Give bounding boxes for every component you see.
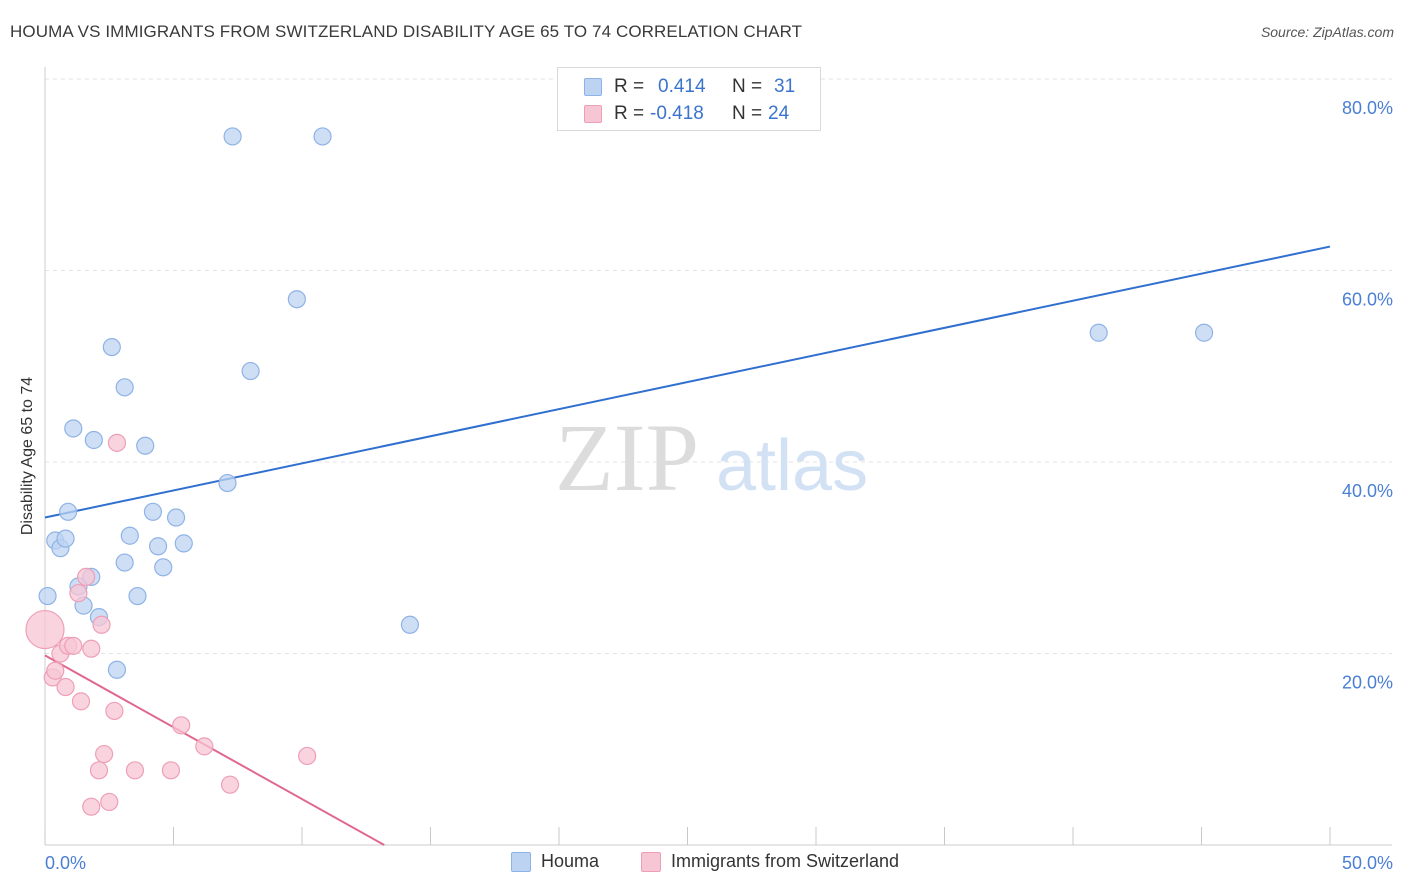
legend-r-label: R =	[614, 103, 645, 124]
x-tick-label: 0.0%	[45, 853, 86, 873]
point-houma	[136, 436, 155, 455]
series-legend-swiss: Immigrants from Switzerland	[641, 851, 899, 872]
legend-swatch-swiss	[584, 105, 602, 123]
point-houma	[218, 473, 237, 493]
point-swiss	[95, 744, 114, 764]
point-houma	[241, 361, 260, 381]
point-houma	[287, 290, 306, 309]
x-tick-label: 50.0%	[1342, 853, 1393, 873]
point-houma	[115, 378, 134, 397]
point-houma	[143, 502, 163, 521]
legend-row-swiss: R = -0.418 N = 24	[584, 102, 789, 126]
point-swiss	[107, 433, 127, 452]
legend-n-value: 31	[774, 76, 796, 97]
trend-line-swiss	[44, 654, 385, 846]
source-label: Source: ZipAtlas.com	[1260, 24, 1394, 40]
point-houma	[102, 338, 121, 357]
y-tick-label: 20.0%	[1342, 673, 1393, 693]
point-houma	[64, 419, 83, 438]
point-swiss	[195, 737, 214, 756]
point-swiss	[69, 584, 88, 603]
point-swiss	[161, 761, 181, 780]
point-houma	[128, 586, 147, 606]
trend-line-houma	[44, 245, 1331, 519]
point-houma	[313, 127, 332, 146]
legend-row-houma: R = 0.414 N = 31	[584, 75, 795, 99]
chart-title: HOUMA VS IMMIGRANTS FROM SWITZERLAND DIS…	[10, 22, 803, 41]
point-swiss	[25, 609, 65, 650]
point-houma	[56, 529, 75, 548]
point-houma	[166, 508, 186, 527]
axes	[44, 67, 1392, 846]
legend-r-value: 0.414	[658, 76, 706, 97]
y-axis-label: Disability Age 65 to 74	[19, 377, 36, 535]
point-houma	[400, 615, 420, 634]
legend-n-value: 24	[768, 103, 790, 124]
watermark-atlas: atlas	[716, 426, 868, 506]
series-swatch-swiss	[641, 851, 661, 872]
series-swatch-houma	[511, 851, 531, 872]
point-houma	[154, 558, 173, 577]
point-swiss	[89, 761, 109, 780]
point-swiss	[56, 677, 75, 697]
point-houma	[84, 430, 103, 450]
legend-r-value: -0.418	[650, 103, 704, 124]
point-swiss	[220, 775, 240, 794]
point-swiss	[82, 639, 101, 658]
series-label-swiss: Immigrants from Switzerland	[671, 851, 900, 871]
point-houma	[115, 553, 134, 572]
stats-legend: R = 0.414 N = 31 R = -0.418 N = 24	[557, 67, 821, 131]
watermark: ZIP atlas	[555, 404, 868, 511]
point-houma	[107, 660, 127, 679]
series-label-houma: Houma	[541, 851, 600, 871]
point-swiss	[92, 615, 111, 634]
legend-swatch-houma	[584, 78, 602, 96]
point-swiss	[77, 567, 96, 587]
data-points	[25, 127, 1214, 816]
point-houma	[148, 537, 168, 556]
point-houma	[1089, 323, 1108, 342]
point-houma	[38, 586, 57, 606]
point-houma	[120, 526, 139, 545]
point-houma	[59, 502, 78, 521]
legend-r-label: R =	[614, 76, 645, 97]
legend-n-label: N =	[732, 103, 763, 124]
point-swiss	[298, 746, 317, 766]
y-tick-label: 60.0%	[1342, 290, 1393, 310]
trend-lines	[44, 245, 1331, 846]
watermark-zip: ZIP	[555, 404, 699, 511]
point-swiss	[64, 636, 83, 655]
point-swiss	[105, 701, 124, 721]
y-tick-label: 80.0%	[1342, 98, 1393, 118]
point-houma	[174, 534, 193, 553]
tick-labels: 20.0% 40.0% 60.0% 80.0% 0.0% 50.0%	[45, 98, 1393, 873]
point-houma	[1194, 323, 1214, 342]
point-houma	[223, 127, 242, 146]
series-legend: Houma Immigrants from Switzerland	[0, 851, 1406, 877]
point-swiss	[82, 797, 101, 816]
y-tick-label: 40.0%	[1342, 481, 1393, 501]
series-legend-houma: Houma	[511, 851, 599, 872]
point-swiss	[71, 692, 91, 711]
point-swiss	[100, 792, 119, 812]
point-swiss	[46, 661, 65, 680]
point-swiss	[172, 716, 191, 735]
point-swiss	[125, 761, 145, 780]
legend-n-label: N =	[732, 76, 763, 97]
